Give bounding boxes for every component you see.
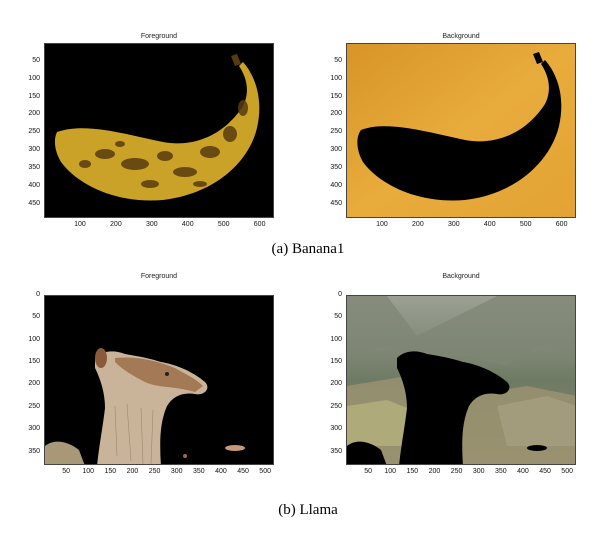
x-tick-label: 250 xyxy=(450,468,463,475)
y-tick-label: 250 xyxy=(28,128,40,136)
y-tick-label: 200 xyxy=(28,110,40,118)
x-tick-label: 350 xyxy=(494,468,507,475)
y-tick-label: 350 xyxy=(330,164,342,171)
x-tick-label: 150 xyxy=(104,468,117,475)
x-tick-label: 600 xyxy=(555,221,568,228)
y-tick-label: 100 xyxy=(28,335,40,343)
x-tick-label: 400 xyxy=(483,221,496,228)
y-tick-label: 400 xyxy=(28,181,40,189)
x-tick-label: 50 xyxy=(364,468,372,475)
y-tick-label: 100 xyxy=(330,335,342,343)
x-tick-label: 500 xyxy=(217,221,230,228)
x-tick-label: 100 xyxy=(82,468,95,475)
x-tick-label: 200 xyxy=(126,468,139,475)
y-tick-label: 300 xyxy=(28,146,40,154)
y-tick-label: 150 xyxy=(330,358,342,366)
panel-title: Background xyxy=(442,273,480,280)
x-tick-label: 50 xyxy=(62,468,70,475)
y-tick-label: 50 xyxy=(32,313,40,321)
x-tick-label: 350 xyxy=(192,468,205,475)
y-tick-label: 350 xyxy=(28,164,40,171)
x-tick-label: 100 xyxy=(376,221,388,228)
y-tick-label: 150 xyxy=(330,92,342,100)
x-tick-label: 200 xyxy=(428,468,441,475)
caption-a: (a) Banana1 xyxy=(271,241,345,257)
x-tick-label: 300 xyxy=(170,468,183,475)
y-tick-label: 50 xyxy=(334,313,342,321)
x-tick-label: 200 xyxy=(110,221,122,228)
y-tick-label: 300 xyxy=(28,425,40,433)
y-tick-label: 200 xyxy=(28,380,40,388)
y-tick-label: 200 xyxy=(330,380,342,388)
y-tick-label: 100 xyxy=(28,74,40,82)
y-tick-label: 450 xyxy=(28,199,40,207)
panel-title: Foreground xyxy=(140,273,178,280)
y-tick-label: 250 xyxy=(330,402,342,410)
y-tick-label: 300 xyxy=(330,425,342,433)
y-tick-label: 350 xyxy=(330,447,342,455)
x-tick-label: 400 xyxy=(517,468,529,475)
x-tick-label: 500 xyxy=(519,221,532,228)
panel-title: Foreground xyxy=(140,33,178,40)
x-tick-label: 300 xyxy=(472,468,485,475)
y-tick-label: 250 xyxy=(330,128,342,136)
caption-b: (b) Llama xyxy=(278,502,338,518)
x-tick-label: 500 xyxy=(561,468,573,475)
y-tick-label: 150 xyxy=(28,358,40,366)
y-tick-label: 450 xyxy=(330,199,342,207)
x-tick-label: 100 xyxy=(74,221,86,228)
x-tick-label: 600 xyxy=(253,221,266,228)
y-tick-label: 300 xyxy=(330,146,342,154)
banana-foreground-image xyxy=(44,43,274,218)
x-tick-label: 450 xyxy=(237,468,249,475)
y-tick-label: 0 xyxy=(36,291,40,298)
llama-background-image xyxy=(346,295,576,465)
x-tick-label: 400 xyxy=(215,468,227,475)
y-tick-label: 200 xyxy=(330,110,342,118)
y-tick-label: 400 xyxy=(330,181,342,189)
banana-background-image xyxy=(346,43,576,218)
x-tick-label: 300 xyxy=(145,221,158,228)
y-tick-label: 50 xyxy=(334,56,342,64)
x-tick-label: 100 xyxy=(384,468,397,475)
x-tick-label: 200 xyxy=(412,221,424,228)
panel-title: Background xyxy=(442,33,480,40)
x-tick-label: 250 xyxy=(148,468,161,475)
x-tick-label: 500 xyxy=(259,468,271,475)
x-tick-label: 150 xyxy=(406,468,419,475)
llama-foreground-image xyxy=(44,295,274,465)
x-tick-label: 300 xyxy=(447,221,460,228)
x-tick-label: 400 xyxy=(181,221,194,228)
y-tick-label: 0 xyxy=(338,291,342,298)
y-tick-label: 50 xyxy=(32,56,40,64)
y-tick-label: 250 xyxy=(28,402,40,410)
y-tick-label: 350 xyxy=(28,447,40,455)
y-tick-label: 150 xyxy=(28,92,40,100)
x-tick-label: 450 xyxy=(539,468,551,475)
y-tick-label: 100 xyxy=(330,74,342,82)
